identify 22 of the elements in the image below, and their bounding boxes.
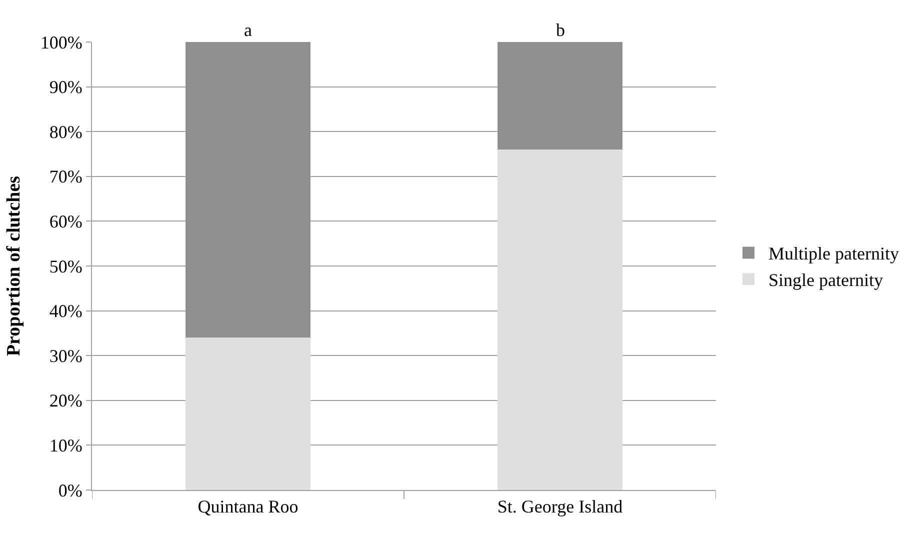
y-tick-label: 70% xyxy=(49,166,82,187)
x-tick-label: St. George Island xyxy=(497,496,623,517)
bar xyxy=(498,150,622,490)
y-tick-label: 80% xyxy=(49,122,82,142)
annotation: b xyxy=(556,20,565,40)
y-tick-label: 60% xyxy=(49,212,82,232)
y-tick-label: 50% xyxy=(49,256,82,276)
y-tick-label: 0% xyxy=(58,480,82,500)
legend-label: Multiple paternity xyxy=(768,244,899,264)
bar xyxy=(186,338,310,490)
bar xyxy=(498,42,622,150)
y-tick-label: 40% xyxy=(49,301,82,322)
annotation: a xyxy=(244,20,252,40)
y-tick-label: 20% xyxy=(49,390,82,411)
y-tick-label: 30% xyxy=(49,346,82,366)
y-tick-label: 100% xyxy=(40,32,82,52)
x-tick-label: Quintana Roo xyxy=(198,496,298,517)
y-tick-label: 10% xyxy=(49,436,82,456)
legend-label: Single paternity xyxy=(768,270,883,290)
y-tick-label: 90% xyxy=(49,77,82,98)
bar xyxy=(186,42,310,338)
y-axis-title: Proportion of clutches xyxy=(3,176,24,356)
